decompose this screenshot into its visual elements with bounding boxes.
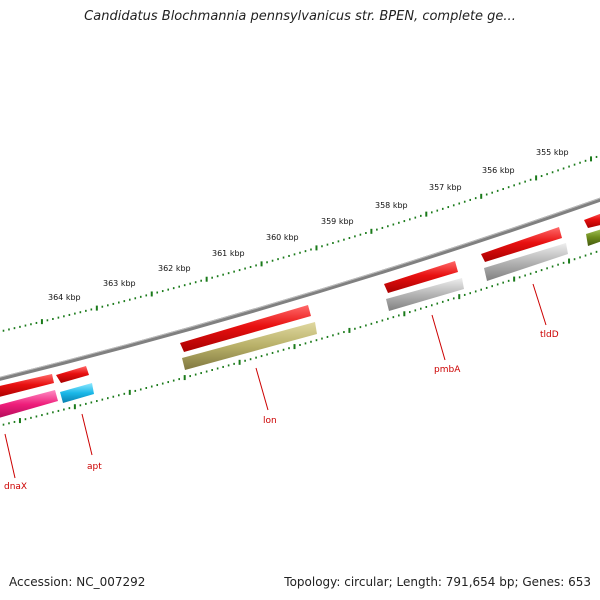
scale-label: 361 kbp — [212, 249, 245, 258]
scale-label: 363 kbp — [103, 279, 136, 288]
gene-tldd-bar[interactable] — [484, 243, 568, 281]
gene-pmba-bar[interactable] — [386, 278, 464, 311]
genome-backbone-highlight — [0, 197, 600, 378]
gene-features — [0, 228, 600, 419]
callout-line — [255, 367, 269, 411]
feature-arrow[interactable] — [481, 227, 562, 262]
scale-label: 360 kbp — [266, 233, 299, 242]
scale-label: 362 kbp — [158, 264, 191, 273]
scale-label: 364 kbp — [48, 293, 81, 302]
scale-label: 359 kbp — [321, 217, 354, 226]
callout-line — [4, 433, 16, 479]
gene-lon-bar[interactable] — [182, 322, 317, 370]
feature-arrow[interactable] — [584, 212, 600, 228]
genome-summary-text: Topology: circular; Length: 791,654 bp; … — [284, 575, 591, 589]
callout-line — [532, 283, 547, 326]
feature-arrow[interactable] — [56, 366, 89, 383]
outer-scale-ticks — [2, 155, 598, 332]
gene-label-apt: apt — [87, 462, 102, 472]
callout-line — [431, 314, 446, 361]
gene-dnax-bar[interactable] — [0, 390, 58, 419]
gene-label-tldd: tldD — [540, 330, 559, 340]
forward-features — [0, 212, 600, 398]
scale-label: 356 kbp — [482, 166, 515, 175]
accession-text: Accession: NC_007292 — [9, 575, 146, 589]
gene-apt-bar[interactable] — [60, 383, 94, 403]
callout-line — [81, 413, 93, 456]
gene-label-lon: lon — [263, 416, 277, 426]
gene-unnamed-bar[interactable] — [586, 228, 600, 246]
scale-label: 358 kbp — [375, 201, 408, 210]
scale-label: 355 kbp — [536, 148, 569, 157]
map-title: Candidatus Blochmannia pennsylvanicus st… — [84, 9, 516, 24]
feature-arrow[interactable] — [384, 261, 458, 293]
inner-scale-ticks — [2, 250, 598, 426]
scale-labels: 364 kbp 363 kbp 362 kbp 361 kbp 360 kbp … — [48, 148, 569, 302]
gene-label-dnax: dnaX — [4, 482, 27, 492]
scale-label: 357 kbp — [429, 183, 462, 192]
feature-arrow[interactable] — [0, 374, 54, 398]
genome-backbone — [0, 197, 600, 381]
gene-label-pmba: pmbA — [434, 365, 461, 375]
gene-callouts: dnaX apt lon pmbA tldD — [4, 283, 559, 492]
feature-arrow[interactable] — [180, 305, 311, 352]
